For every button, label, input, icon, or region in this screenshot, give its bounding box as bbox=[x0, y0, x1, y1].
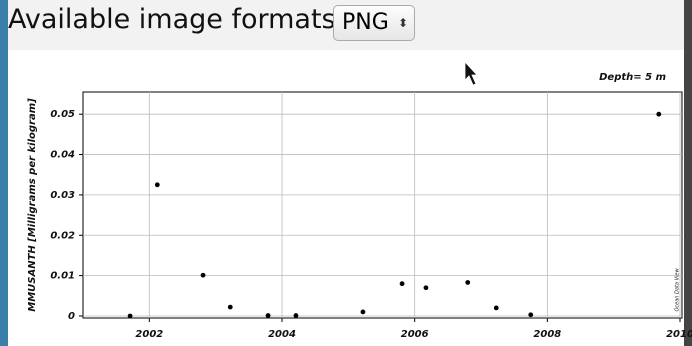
y-axis-label: MMUSANTH [Milligrams per kilogram] bbox=[27, 98, 38, 312]
x-tick-label: 2010 bbox=[666, 329, 692, 340]
y-tick-label: 0.05 bbox=[50, 109, 75, 120]
point bbox=[656, 112, 661, 117]
point bbox=[494, 306, 499, 311]
y-tick-label: 0 bbox=[68, 311, 75, 322]
select-arrows: ⬍ bbox=[398, 6, 408, 40]
point bbox=[361, 310, 366, 315]
point bbox=[400, 281, 405, 286]
point bbox=[266, 313, 271, 318]
plot-background bbox=[8, 50, 684, 346]
point bbox=[155, 182, 160, 187]
screen: Depth= 5 m MMUSANTH [Milligrams per kilo… bbox=[0, 0, 692, 346]
y-tick-label: 0.01 bbox=[50, 271, 75, 282]
y-tick-label: 0.03 bbox=[50, 190, 75, 201]
point bbox=[294, 313, 299, 318]
format-select[interactable]: PNG ⬍ bbox=[333, 5, 415, 41]
point bbox=[528, 312, 533, 317]
point bbox=[424, 285, 429, 290]
format-label: Available image formats: bbox=[8, 4, 345, 35]
desktop-edge bbox=[0, 0, 8, 346]
credit: Ocean Data View bbox=[675, 268, 681, 312]
point bbox=[228, 305, 233, 310]
annotation: Depth= 5 m bbox=[599, 72, 666, 83]
format-value[interactable]: PNG bbox=[342, 10, 389, 35]
point bbox=[201, 273, 206, 278]
point bbox=[465, 280, 470, 285]
y-tick-label: 0.04 bbox=[50, 150, 75, 161]
x-tick-label: 2008 bbox=[533, 329, 561, 340]
point bbox=[128, 314, 133, 319]
chart: Depth= 5 m MMUSANTH [Milligrams per kilo… bbox=[0, 0, 692, 346]
x-tick-label: 2002 bbox=[135, 329, 163, 340]
x-tick-label: 2004 bbox=[268, 329, 296, 340]
window-edge bbox=[684, 0, 692, 346]
x-tick-label: 2006 bbox=[401, 329, 429, 340]
y-tick-label: 0.02 bbox=[50, 230, 75, 241]
